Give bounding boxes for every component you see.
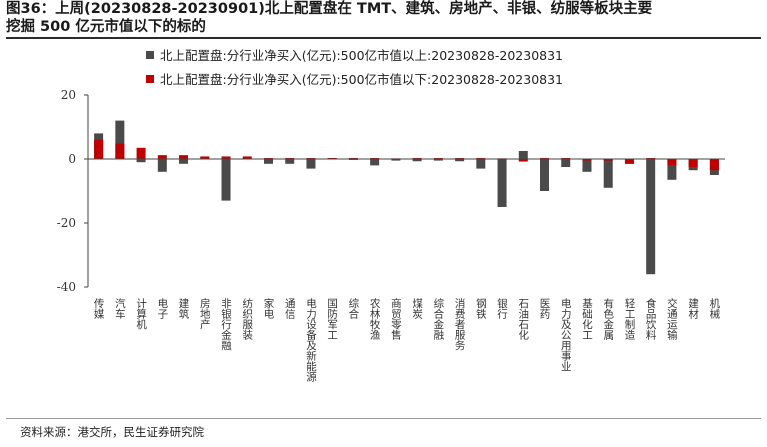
x-category-label: 综合金融 [432,297,444,341]
y-tick-label: 20 [61,88,76,102]
legend-swatch-2 [146,75,154,83]
x-category-label: 传媒 [93,298,105,320]
title-line-2: 挖掘 500 亿元市值以下的标的 [6,19,206,35]
title-line-1: 图36：上周(20230828-20230901)北上配置盘在 TMT、建筑、房… [6,1,653,17]
bar-large-cap-20 [497,159,507,207]
bar-large-cap-18 [455,159,465,162]
bar-large-cap-22 [540,159,550,191]
x-category-label: 建筑 [178,297,190,319]
bar-large-cap-11 [306,159,316,169]
y-tick-label: -40 [57,280,76,294]
x-category-label: 石油石化 [517,298,529,341]
bar-chart: 北上配置盘:分行业净买入(亿元):500亿市值以上:20230828-20230… [57,48,725,383]
x-category-label: 房地产 [199,297,211,330]
x-category-label: 农林牧渔 [369,297,381,341]
chart-title: 图36：上周(20230828-20230901)北上配置盘在 TMT、建筑、房… [6,0,761,36]
legend-label-1: 北上配置盘:分行业净买入(亿元):500亿市值以上:20230828-20230… [160,48,563,63]
bar-small-cap-25 [603,159,613,161]
x-category-label: 商贸零售 [390,297,402,341]
x-category-label: 医药 [539,298,551,320]
bar-large-cap-2 [115,120,125,159]
bar-large-cap-28 [667,159,677,180]
bar-large-cap-14 [370,159,380,166]
source-note: 资料来源：港交所，民生证券研究院 [20,425,204,439]
bar-small-cap-28 [667,159,677,166]
y-tick-label: -20 [57,216,76,230]
bar-small-cap-2 [115,143,125,159]
x-category-label: 交通运输 [666,297,678,341]
bar-large-cap-23 [561,159,571,167]
x-category-label: 家电 [262,297,274,319]
bar-large-cap-17 [433,159,443,161]
y-tick-label: 0 [68,152,76,166]
bar-small-cap-29 [688,159,698,167]
bar-small-cap-3 [136,147,146,159]
bar-large-cap-10 [285,159,295,164]
bar-small-cap-30 [709,159,719,171]
x-category-label: 机械 [708,297,720,320]
bar-small-cap-4 [157,155,167,159]
x-category-label: 食品饮料 [645,297,657,341]
x-category-label: 非银行金融 [220,298,232,351]
x-category-label: 电力及公用事业 [560,297,572,371]
bar-small-cap-6 [200,156,210,159]
bar-large-cap-21 [518,151,528,159]
x-category-label: 煤炭 [411,297,423,320]
x-category-label: 基础化工 [581,297,593,340]
bar-small-cap-24 [582,159,592,161]
bar-small-cap-5 [179,155,189,159]
bar-small-cap-26 [624,159,634,164]
bar-large-cap-19 [476,159,486,169]
x-category-label: 建材 [687,297,699,319]
x-category-label: 通信 [284,298,296,320]
bar-small-cap-8 [242,156,252,159]
x-category-label: 国防军工 [326,298,338,340]
x-category-label: 电子 [156,297,168,319]
x-category-label: 计算机 [135,297,147,330]
x-category-label: 综合 [347,297,359,320]
legend-label-2: 北上配置盘:分行业净买入(亿元):500亿市值以下:20230828-20230… [160,72,563,87]
x-category-label: 钢铁 [475,297,487,320]
bar-large-cap-4 [157,159,167,172]
x-category-label: 消费者服务 [454,297,466,351]
x-category-label: 汽车 [114,297,126,320]
x-category-label: 纺织服装 [241,297,253,341]
bar-large-cap-3 [136,159,146,163]
bar-large-cap-27 [646,159,656,275]
bar-large-cap-25 [603,159,613,188]
x-category-label: 轻工制造 [623,297,635,340]
x-category-label: 有色金属 [602,297,614,341]
legend-swatch-1 [146,51,154,59]
bar-small-cap-1 [94,139,104,159]
x-category-label: 银行 [496,297,508,320]
bar-large-cap-24 [582,159,592,172]
bar-large-cap-9 [263,159,273,164]
x-category-label: 电力设备及新能源 [305,297,317,383]
bar-large-cap-16 [412,159,422,162]
bar-small-cap-7 [221,156,231,159]
bar-large-cap-5 [179,159,189,164]
bar-large-cap-15 [391,159,401,161]
title-rule [6,37,761,39]
source-rule [6,418,761,419]
bar-small-cap-21 [518,159,528,162]
bar-large-cap-7 [221,159,231,201]
